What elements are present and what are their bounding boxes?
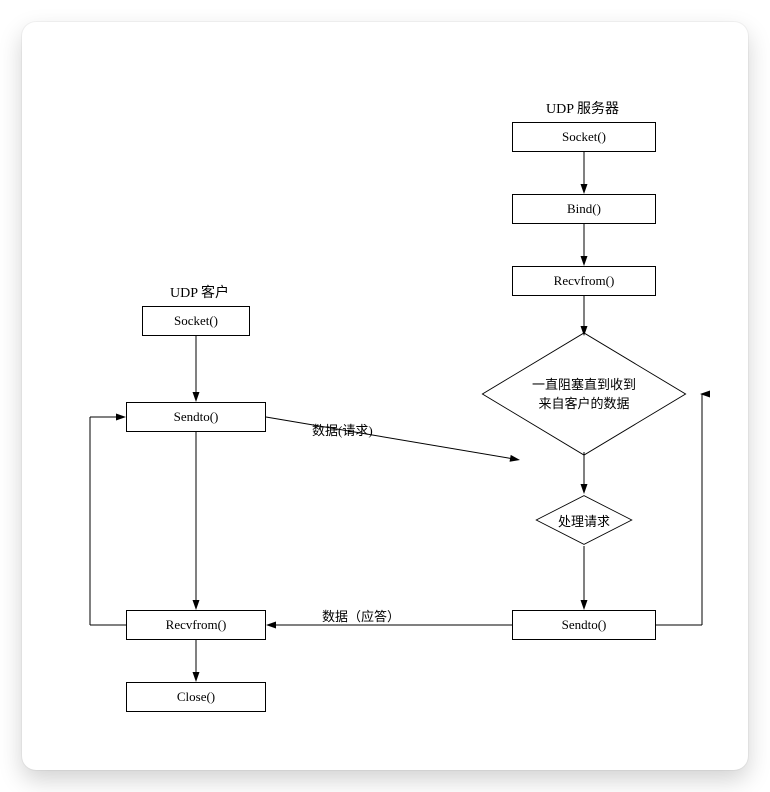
node-label: Recvfrom() xyxy=(166,617,227,633)
node-client-socket: Socket() xyxy=(142,306,250,336)
node-label: Sendto() xyxy=(562,617,607,633)
node-label: Socket() xyxy=(174,313,218,329)
node-server-handle xyxy=(535,495,632,545)
node-client-close: Close() xyxy=(126,682,266,712)
flowchart-canvas: UDP 客户 UDP 服务器 Socket() Sendto() Recvfro… xyxy=(22,22,748,770)
node-label: Recvfrom() xyxy=(554,273,615,289)
node-server-block xyxy=(482,332,687,455)
node-label: Bind() xyxy=(567,201,601,217)
node-server-bind: Bind() xyxy=(512,194,656,224)
edge-label-reply: 数据（应答） xyxy=(322,606,400,625)
flowchart-card: UDP 客户 UDP 服务器 Socket() Sendto() Recvfro… xyxy=(22,22,748,770)
client-title: UDP 客户 xyxy=(170,282,229,302)
node-label: Close() xyxy=(177,689,215,705)
node-server-recvfrom: Recvfrom() xyxy=(512,266,656,296)
node-client-recvfrom: Recvfrom() xyxy=(126,610,266,640)
node-server-socket: Socket() xyxy=(512,122,656,152)
server-title: UDP 服务器 xyxy=(546,98,619,118)
edge-label-request: 数据(请求) xyxy=(312,420,373,439)
node-label: Sendto() xyxy=(174,409,219,425)
node-server-sendto: Sendto() xyxy=(512,610,656,640)
node-label: Socket() xyxy=(562,129,606,145)
node-client-sendto: Sendto() xyxy=(126,402,266,432)
